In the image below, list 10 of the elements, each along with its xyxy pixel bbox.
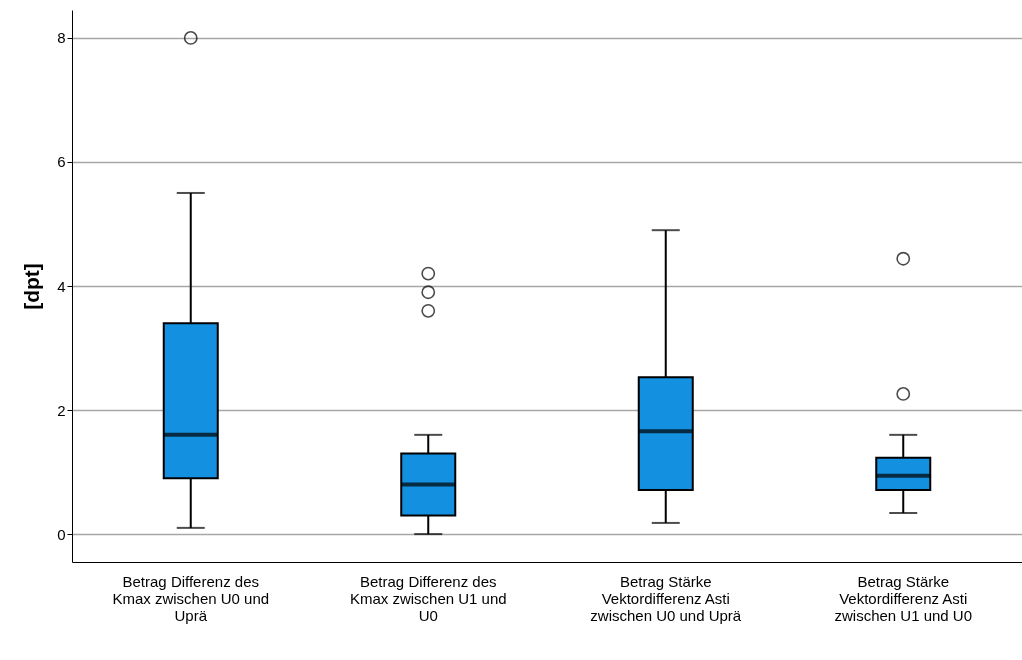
y-tick-label: 8 [57, 29, 66, 47]
x-tick-label: Betrag Stärke Vektordifferenz Asti zwischen U1 und U0 [834, 572, 973, 624]
y-tick-label: 0 [57, 525, 66, 543]
y-tick-label: 6 [57, 153, 66, 171]
x-tick-label: Betrag Differenz des Kmax zwischen U1 und U0 [349, 572, 507, 624]
y-tick-label: 4 [57, 277, 66, 295]
y-axis-title: [dpt] [20, 263, 44, 310]
x-tick-label: Betrag Stärke Vektordifferenz Asti zwischen U0 und Uprä [590, 572, 742, 624]
x-tick-label: Betrag Differenz des Kmax zwischen U0 und Uprä [112, 572, 270, 624]
y-tick-label: 2 [57, 401, 66, 419]
